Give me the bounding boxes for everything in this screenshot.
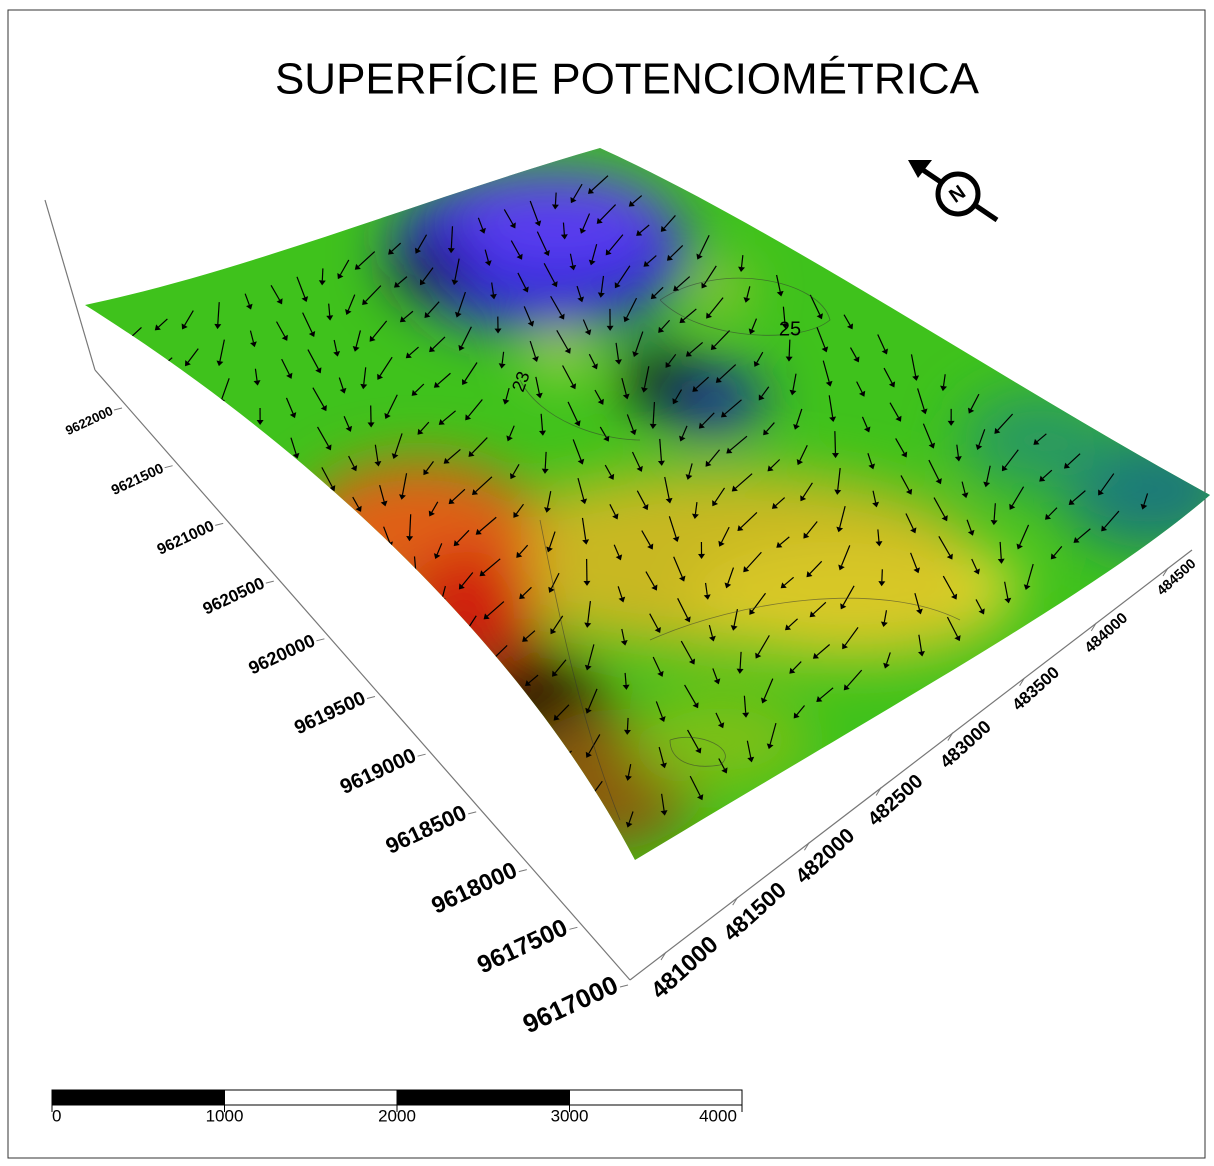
northing-tick — [367, 697, 375, 699]
easting-tick-label: 481500 — [718, 877, 791, 946]
northing-tick — [620, 985, 628, 987]
northing-tick — [418, 754, 426, 756]
flow-arrow-head — [492, 705, 498, 711]
northing-tick — [266, 581, 274, 583]
map-title: SUPERFÍCIE POTENCIOMÉTRICA — [275, 55, 980, 104]
northing-tick — [215, 523, 223, 525]
northing-tick-label: 9618000 — [427, 857, 521, 919]
flow-arrow-shaft — [627, 718, 628, 730]
flow-arrow-shaft — [447, 630, 448, 642]
flow-arrow-head — [221, 436, 227, 442]
flow-arrow-head — [528, 726, 534, 732]
flow-arrow-head — [295, 495, 302, 501]
flow-arrow-head — [488, 658, 494, 664]
scale-tick-label: 4000 — [699, 1106, 737, 1125]
flow-arrow-shaft — [418, 600, 423, 622]
easting-tick-label: 482500 — [864, 770, 928, 830]
northing-tick — [114, 408, 122, 410]
northing-tick-label: 9621500 — [109, 461, 166, 499]
scale-tick-label: 2000 — [378, 1106, 416, 1125]
flow-arrow-head — [469, 674, 475, 680]
easting-tick-label: 484000 — [1082, 610, 1132, 657]
flow-arrow-head — [259, 460, 266, 465]
northing-tick-label: 9621000 — [155, 517, 218, 558]
northing-tick-label: 9618500 — [382, 800, 471, 859]
northing-tick-label: 9619000 — [337, 744, 420, 799]
flow-arrow-head — [464, 628, 470, 634]
northing-tick-label: 9617500 — [473, 914, 572, 979]
flow-arrow-shaft — [835, 431, 836, 453]
scale-segment — [225, 1090, 398, 1105]
northing-tick-label: 9620000 — [245, 630, 318, 678]
vertical-axis — [45, 200, 95, 370]
northing-tick-label: 9617000 — [518, 969, 622, 1039]
northing-tick — [519, 870, 527, 872]
flow-arrow-shaft — [263, 448, 265, 460]
flow-arrow-head — [586, 797, 592, 803]
flow-arrow-head — [159, 363, 165, 369]
flow-arrow-shaft — [191, 388, 202, 401]
flow-arrow-head — [419, 620, 426, 626]
scale-tick-label: 3000 — [551, 1106, 589, 1125]
north-arrow: N — [908, 160, 997, 220]
flow-arrow-shaft — [387, 569, 394, 584]
northing-tick-label: 9622000 — [63, 403, 115, 438]
potentiometric-surface — [0, 100, 1214, 900]
northing-tick-label: 9619500 — [291, 687, 369, 739]
scale-tick-label: 0 — [52, 1106, 61, 1125]
flow-arrow-shaft — [357, 539, 363, 549]
flow-arrow-head — [359, 548, 365, 554]
contour-label: 25 — [779, 318, 801, 340]
flow-arrow-shaft — [555, 193, 556, 205]
flow-arrow-shaft — [559, 751, 572, 762]
flow-arrow-head — [122, 340, 128, 346]
easting-tick-label: 482000 — [791, 824, 859, 888]
scale-segment — [397, 1090, 570, 1105]
northing-tick — [468, 812, 476, 814]
flow-arrow-head — [332, 527, 338, 533]
easting-tick-label: 483500 — [1009, 663, 1063, 715]
map: SUPERFÍCIE POTENCIOMÉTRICA — [0, 0, 1214, 1166]
flow-arrow-head — [444, 641, 451, 646]
flow-arrow-head — [413, 578, 420, 583]
flow-arrow-shaft — [789, 340, 790, 357]
flow-arrow-shaft — [295, 479, 298, 496]
flow-arrow-shaft — [495, 690, 510, 706]
flow-arrow-shaft — [532, 721, 541, 729]
flow-arrow-head — [188, 398, 194, 404]
flow-arrow-shaft — [322, 268, 323, 280]
northing-tick — [316, 639, 324, 641]
northing-tick-label: 9620500 — [200, 574, 268, 619]
northing-tick — [569, 927, 577, 929]
scale-tick-label: 1000 — [206, 1106, 244, 1125]
scale-segment — [570, 1090, 743, 1105]
northing-tick — [165, 466, 173, 468]
flow-arrow-shaft — [472, 660, 480, 675]
flow-arrow-shaft — [326, 509, 335, 529]
flow-arrow-head — [391, 583, 397, 589]
easting-tick-label: 481000 — [646, 931, 724, 1005]
flow-arrow-shaft — [224, 418, 234, 438]
scale-segment — [52, 1090, 225, 1105]
flow-arrow-head — [555, 760, 561, 766]
